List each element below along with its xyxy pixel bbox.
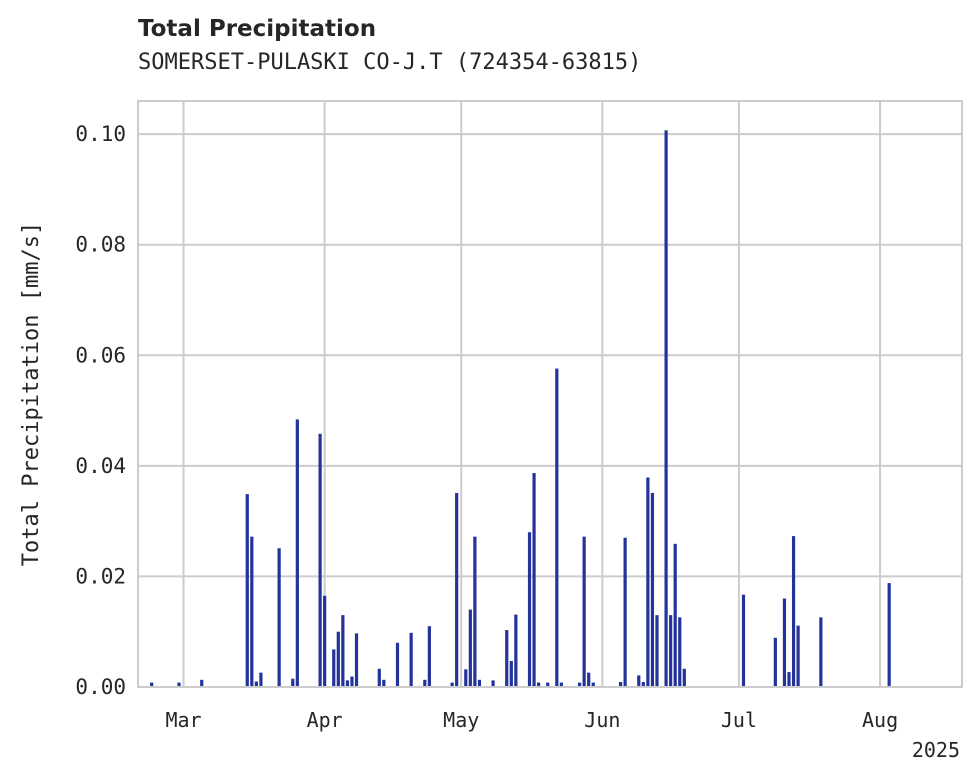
x-tick-labels: Mar Apr May Jun Jul Aug	[165, 708, 898, 732]
y-tick-label: 0.10	[75, 122, 126, 146]
y-tick-label: 0.06	[75, 343, 126, 367]
precip-bar	[323, 595, 327, 687]
precip-bar	[819, 617, 823, 687]
x-tick-label: Jul	[721, 708, 757, 732]
precip-bar	[673, 543, 677, 687]
chart-subtitle: SOMERSET-PULASKI CO-J.T (724354-63815)	[138, 50, 642, 75]
precip-bar	[559, 682, 563, 687]
precip-bar	[782, 598, 787, 687]
precip-bar	[254, 681, 258, 687]
precip-bar	[582, 536, 586, 687]
precip-bar	[477, 679, 482, 687]
precip-bar	[591, 682, 595, 687]
precip-bar	[345, 680, 350, 687]
y-tick-label: 0.08	[75, 233, 126, 257]
precip-bar	[464, 669, 468, 687]
precip-bar	[150, 682, 154, 687]
precip-bar	[669, 615, 673, 687]
precip-bar	[491, 680, 495, 687]
precip-bar	[450, 682, 454, 687]
x-tick-label: May	[443, 708, 479, 732]
precip-bar	[678, 617, 682, 687]
plot-frame	[137, 100, 963, 688]
precip-bar	[250, 536, 254, 687]
grid-lines	[138, 101, 962, 688]
precip-bar	[350, 676, 354, 687]
precip-bar	[200, 679, 204, 687]
bar-series	[150, 130, 891, 688]
precip-bar	[773, 637, 777, 687]
precip-bar	[427, 626, 431, 687]
precip-bar	[473, 536, 477, 687]
precip-bar	[650, 492, 655, 687]
precip-bar	[527, 532, 532, 687]
precip-bar	[354, 633, 359, 687]
y-tick-label: 0.04	[75, 454, 126, 478]
precip-bar	[336, 631, 340, 687]
precip-bar	[377, 668, 381, 687]
y-tick-labels: 0.00 0.02 0.04 0.06 0.08 0.10	[75, 122, 126, 699]
precip-bar	[682, 668, 686, 687]
y-tick-label: 0.02	[75, 564, 126, 588]
precip-bar	[395, 642, 400, 687]
x-year-label: 2025	[912, 738, 960, 762]
precip-bar	[332, 649, 336, 687]
precip-bar	[664, 130, 668, 688]
precip-bar	[791, 536, 796, 687]
precip-bar	[623, 537, 627, 687]
y-axis-label: Total Precipitation [mm/s]	[19, 222, 44, 566]
x-tick-label: Aug	[862, 708, 898, 732]
precip-bar	[646, 477, 650, 687]
precip-bar	[318, 433, 322, 687]
precip-bar	[637, 675, 641, 687]
precip-bar	[641, 682, 645, 687]
precip-bar	[468, 609, 472, 687]
precip-bar	[555, 368, 559, 687]
precip-bar	[618, 682, 623, 687]
precip-bar	[514, 614, 518, 687]
x-tick-label: Apr	[307, 708, 343, 732]
precip-bar	[546, 682, 550, 687]
precip-bar	[796, 625, 800, 687]
y-tick-label: 0.00	[75, 675, 126, 699]
precip-bar	[505, 630, 509, 687]
precip-bar	[787, 672, 791, 687]
precip-bar	[409, 632, 413, 687]
x-tick-label: Mar	[165, 708, 201, 732]
precip-bar	[341, 615, 345, 687]
precip-bar	[295, 419, 299, 687]
precip-bar	[382, 679, 386, 687]
precip-bar	[277, 548, 281, 687]
precip-bar	[291, 678, 295, 687]
precip-bar	[587, 672, 591, 687]
precip-bar	[532, 473, 536, 687]
precip-bar	[259, 672, 263, 687]
precip-bar	[423, 679, 427, 687]
precip-bar	[537, 682, 541, 687]
precip-bar	[577, 682, 582, 687]
precip-bar	[509, 661, 513, 687]
precip-bar	[887, 583, 891, 687]
precip-bar	[245, 494, 249, 687]
precip-bar	[177, 682, 181, 687]
precip-bar	[741, 594, 746, 687]
x-tick-label: Jun	[584, 708, 620, 732]
precip-bar	[455, 492, 459, 687]
precip-bar	[655, 615, 659, 687]
chart-title: Total Precipitation	[138, 16, 377, 42]
